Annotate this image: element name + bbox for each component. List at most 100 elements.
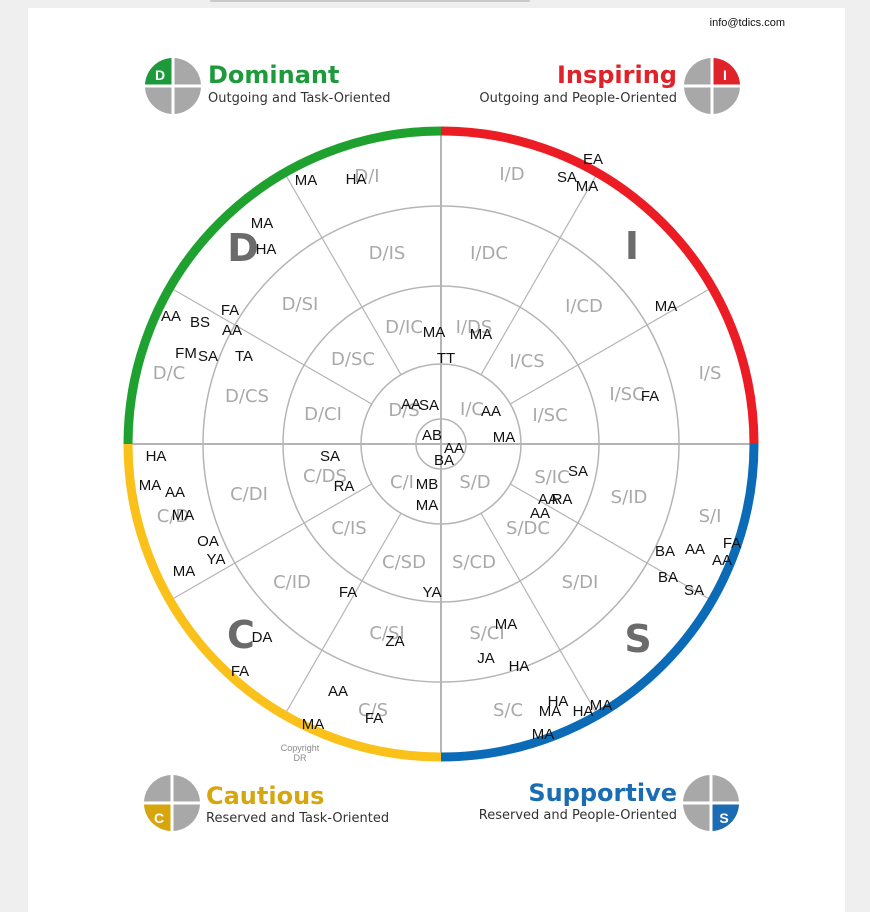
top-scrollbar-stub [210, 0, 530, 2]
participant-initials-label: AA [481, 403, 501, 420]
segment-label: C/D [157, 506, 190, 527]
segment-label: D/I [354, 166, 379, 187]
segment-label: I/C [460, 399, 484, 420]
segment-label: D/IC [385, 317, 423, 338]
cautious-logo-letter: C [154, 810, 164, 826]
participant-initials-label: MA [539, 703, 562, 720]
segment-label: C/SI [369, 623, 404, 644]
dominant-logo-letter: D [155, 67, 165, 83]
participant-initials-label: AA [712, 552, 732, 569]
participant-initials-label: EA [583, 151, 603, 168]
participant-initials-label: MA [576, 178, 599, 195]
participant-initials-label: MA [416, 497, 439, 514]
segment-label: C/IS [331, 518, 366, 539]
participant-initials-label: MA [493, 429, 516, 446]
wheel-grid [128, 131, 754, 757]
segment-label: I/D [499, 164, 524, 185]
participant-initials-label: MA [295, 172, 318, 189]
participant-initials-label: MA [423, 324, 446, 341]
participant-initials-label: MA [173, 563, 196, 580]
participant-initials-label: MA [302, 716, 325, 733]
participant-initials-label: AA [538, 491, 558, 508]
sector-line-0 [509, 286, 713, 405]
participant-initials-label: MA [172, 507, 195, 524]
participant-initials-label: AA [444, 440, 464, 457]
segment-label: S/ID [611, 487, 648, 508]
participant-initials-label: RA [552, 491, 573, 508]
participant-initials-label: AA [328, 683, 348, 700]
sector-line-7 [509, 483, 713, 602]
participant-initials-label: AA [222, 322, 242, 339]
ring-arc-cautious [123, 443, 442, 762]
participant-initials-label: SA [557, 169, 577, 186]
segment-label: D/IS [369, 243, 406, 264]
supportive-title: Supportive [528, 779, 677, 807]
participant-initials-label: MA [251, 215, 274, 232]
segment-label: I/S [699, 363, 722, 384]
segment-label: S/DI [562, 572, 599, 593]
participant-initials-label: MA [470, 326, 493, 343]
participant-initials-label: AA [401, 396, 421, 413]
participant-initials-label: DA [252, 629, 273, 646]
segment-label: I/SC [532, 405, 567, 426]
segment-label: S/D [459, 472, 490, 493]
segment-label: C/S [358, 700, 388, 721]
segment-label: D/C [153, 363, 186, 384]
participant-initials-label: HA [509, 658, 530, 675]
participant-initials-label: MA [532, 726, 555, 743]
participant-initials-label: FA [365, 710, 383, 727]
ring-arc-supportive [440, 443, 759, 762]
participant-initials-label: AB [422, 427, 442, 444]
cautious-logo-icon: C [144, 775, 200, 831]
participant-initials-label: SA [198, 348, 218, 365]
dominant-title: Dominant [208, 61, 339, 89]
participant-initials-label: FA [723, 535, 741, 552]
inspiring-subtitle: Outgoing and People-Oriented [479, 91, 677, 106]
segment-label: I/DS [456, 317, 493, 338]
participant-initials-label: FA [221, 302, 239, 319]
segment-label: I/DC [470, 243, 508, 264]
participant-initials-label: AA [530, 505, 550, 522]
segment-label: I/SC [609, 384, 644, 405]
participant-initials-label: JA [477, 650, 495, 667]
participant-initials-label: HA [256, 241, 277, 258]
participant-initials-label: SA [568, 463, 588, 480]
participant-initials-label: SA [684, 582, 704, 599]
big-letter-c: C [227, 613, 255, 657]
participant-initials-label: HA [548, 693, 569, 710]
cautious-title: Cautious [206, 782, 324, 810]
segment-label: S/I [699, 506, 722, 527]
participant-initials-label: FA [339, 584, 357, 601]
inspiring-logo-letter: I [723, 67, 727, 83]
ring-arc-dominant [123, 126, 442, 445]
participant-initials-label: RA [334, 478, 355, 495]
participant-initials-label: MA [655, 298, 678, 315]
ring-arc-inspiring [440, 126, 759, 445]
participant-initials-label: TT [437, 350, 455, 367]
participant-initials-label: OA [197, 533, 219, 550]
sector-line-2 [283, 172, 402, 376]
participant-initials-label: FA [231, 663, 249, 680]
copyright-line-2: DR [294, 753, 307, 763]
participant-initials-label: BA [434, 452, 454, 469]
participant-initials-label: FA [641, 388, 659, 405]
participant-initials-label: MA [139, 477, 162, 494]
participant-initials-label: BS [190, 314, 210, 331]
participant-initials-label: YA [207, 551, 226, 568]
participant-initials-label: BA [658, 569, 678, 586]
participant-initials-label: YA [423, 584, 442, 601]
cautious-subtitle: Reserved and Task-Oriented [206, 811, 389, 826]
participant-initials-label: SA [419, 397, 439, 414]
sector-line-5 [283, 512, 402, 716]
segment-label: D/SI [282, 294, 319, 315]
segment-label: D/CS [225, 386, 269, 407]
segment-label: S/C [493, 700, 523, 721]
participant-initials-label: BA [655, 543, 675, 560]
email-address[interactable]: info@tdics.com [709, 17, 785, 29]
supportive-logo-letter: S [719, 810, 728, 826]
participant-initials-label: HA [573, 703, 594, 720]
inspiring-title: Inspiring [557, 61, 677, 89]
sector-line-4 [169, 483, 373, 602]
